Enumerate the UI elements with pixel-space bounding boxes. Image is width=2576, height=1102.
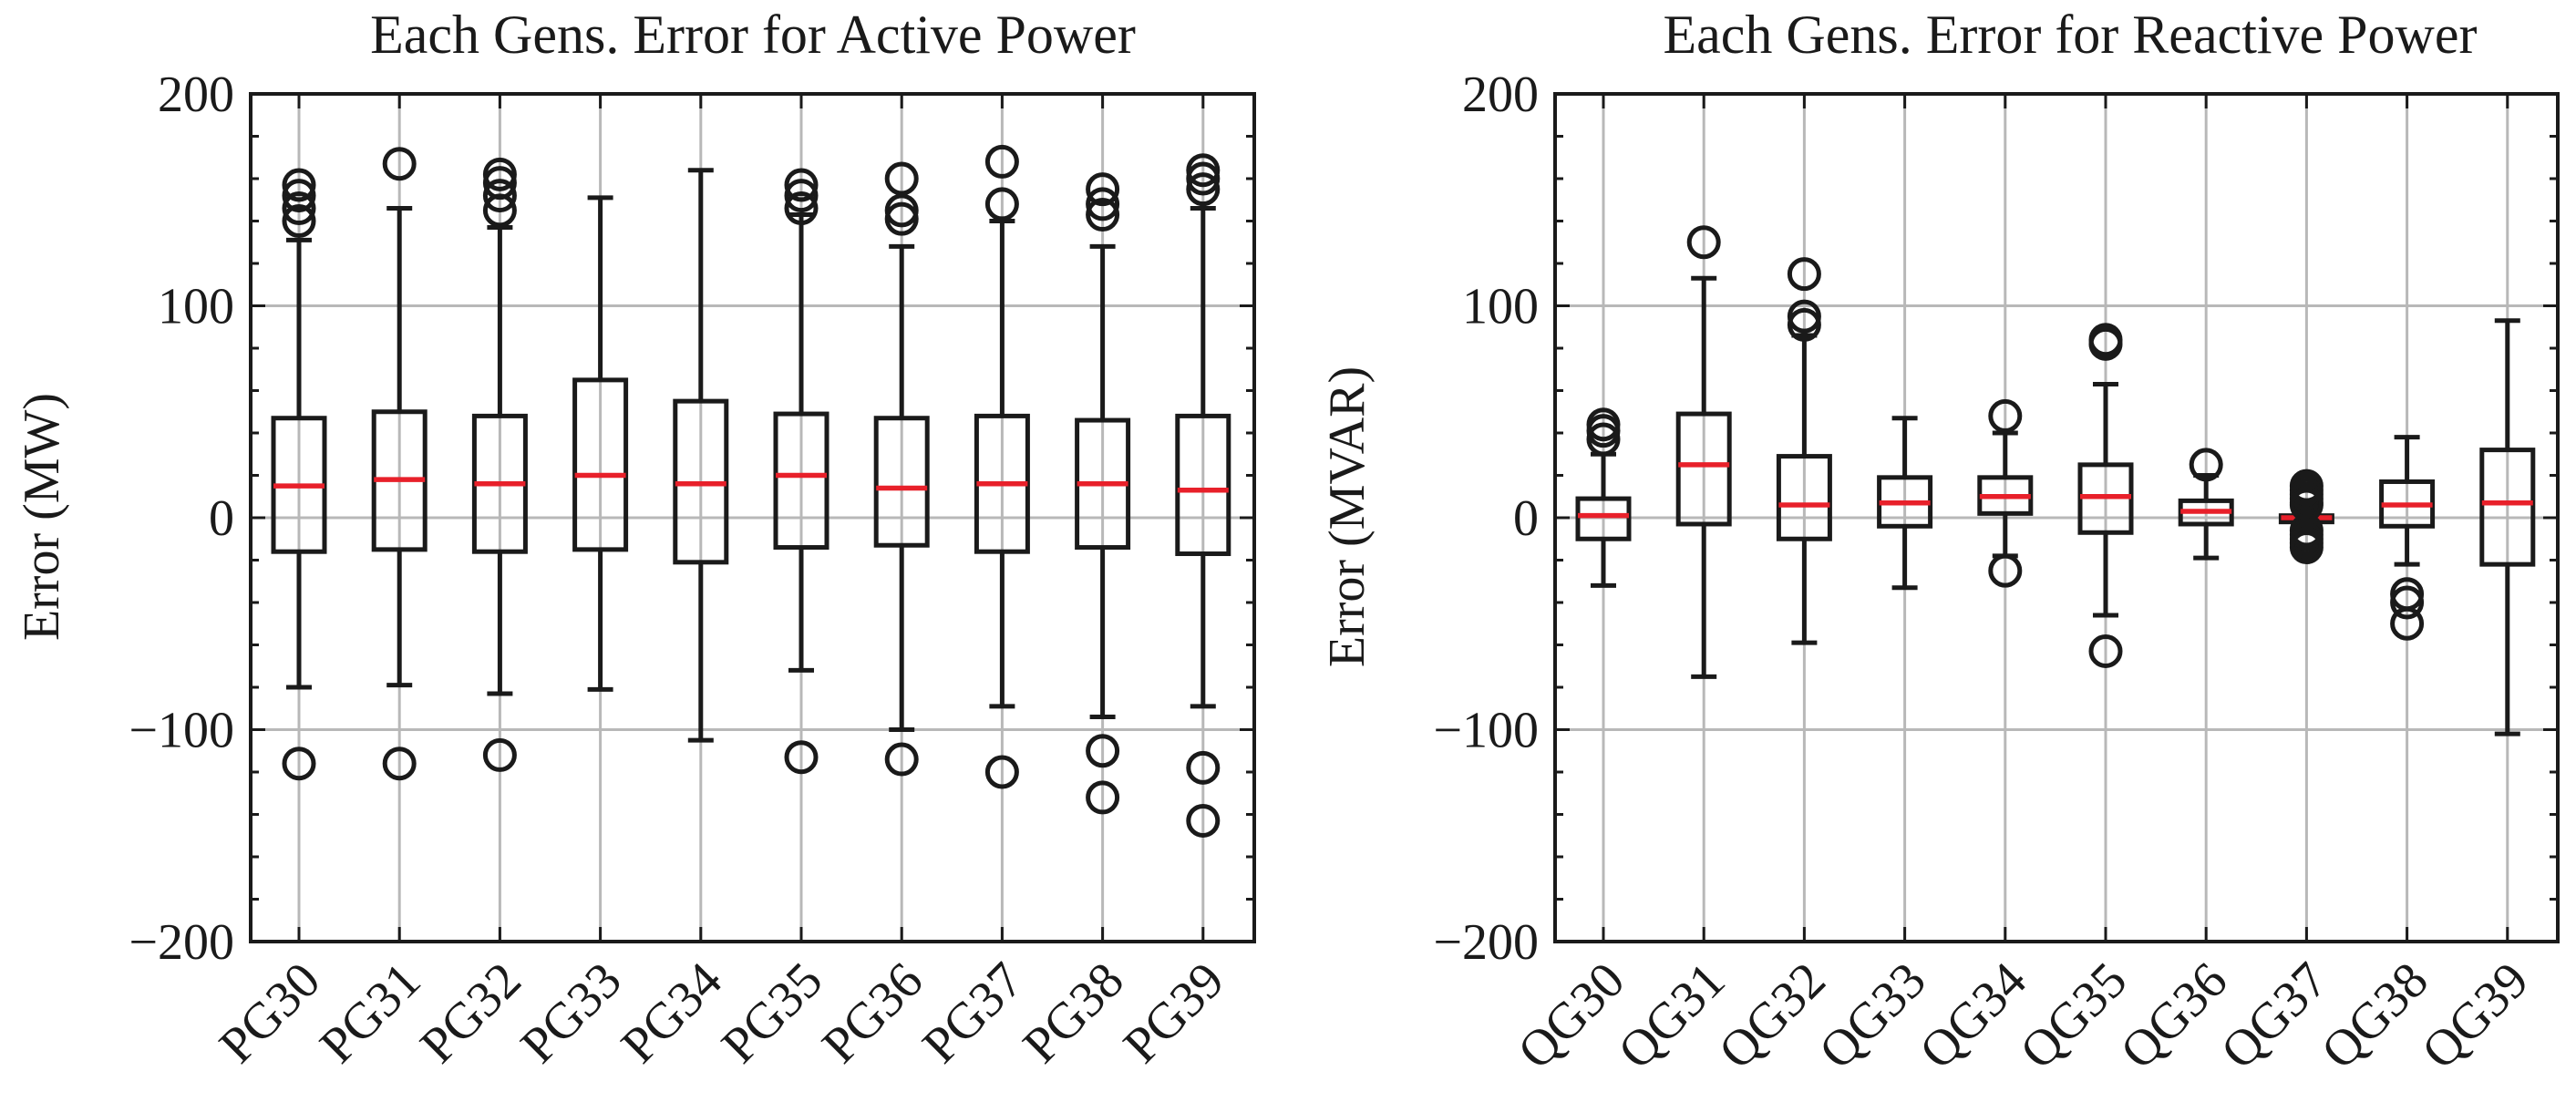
axis-ticks (251, 92, 1254, 943)
y-tick-label: 100 (1462, 279, 1539, 335)
y-tick-label: 0 (1513, 490, 1539, 547)
outlier-point (1086, 780, 1120, 815)
outlier-point (1586, 422, 1621, 457)
outlier-point (1186, 803, 1221, 838)
outlier-point (482, 179, 517, 213)
outlier-point (1186, 161, 1221, 196)
outlier-point (2289, 530, 2324, 565)
x-tick-label: QG39 (2411, 952, 2540, 1080)
outlier-point (2088, 326, 2123, 361)
y-tick-labels: −200 −100 0 100 200 (129, 67, 234, 971)
x-tick-label: QG37 (2210, 952, 2339, 1080)
outlier-point (784, 179, 819, 213)
outlier-point (784, 191, 819, 226)
x-tick-label: PG35 (711, 952, 833, 1074)
grid-lines (1555, 94, 2558, 942)
x-tick-label: QG35 (2010, 952, 2138, 1080)
x-tick-label: QG36 (2110, 952, 2239, 1080)
x-tick-label: QG30 (1508, 952, 1636, 1080)
outlier-point (1186, 172, 1221, 207)
x-tick-label: PG39 (1113, 952, 1235, 1074)
x-tick-label: QG34 (1909, 952, 2037, 1080)
outlier-point (282, 191, 316, 226)
y-tick-label: −100 (129, 703, 234, 759)
outlier-point (1086, 187, 1120, 221)
outlier-point (1186, 153, 1221, 188)
outlier-point (984, 187, 1019, 221)
outlier-point (1086, 172, 1120, 207)
outlier-point (482, 737, 517, 772)
axis-ticks (1555, 92, 2558, 943)
outlier-point (1787, 307, 1821, 342)
outlier-point (1186, 750, 1221, 785)
outlier-point (482, 193, 517, 228)
x-tick-label: QG31 (1608, 952, 1736, 1080)
outlier-point (1988, 398, 2023, 433)
outlier-point (1988, 553, 2023, 588)
outlier-point (1787, 257, 1821, 292)
y-tick-labels: −200 −100 0 100 200 (1433, 67, 1539, 971)
chart-title: Each Gens. Error for Reactive Power (1664, 5, 2478, 65)
x-tick-label: PG38 (1013, 952, 1135, 1074)
outlier-point (884, 193, 919, 228)
x-tick-label: PG32 (410, 952, 532, 1074)
box-iqr (773, 411, 829, 551)
y-tick-label: 0 (209, 490, 234, 547)
active-power-panel: Each Gens. Error for Active Power Error … (14, 5, 1256, 1074)
x-tick-label: PG37 (912, 952, 1035, 1074)
outlier-point (2390, 585, 2425, 620)
outlier-point (1686, 225, 1721, 260)
outlier-point (282, 747, 316, 781)
outlier-point (984, 755, 1019, 789)
y-axis-label: Error (MW) (14, 393, 70, 641)
y-tick-label: 200 (158, 67, 234, 123)
box-iqr (2479, 448, 2536, 567)
x-tick-label: PG36 (811, 952, 933, 1074)
x-tick-label: QG32 (1708, 952, 1837, 1080)
outlier-point (884, 201, 919, 236)
outlier-point (884, 742, 919, 777)
box-iqr (1675, 411, 1732, 527)
x-tick-label: PG34 (611, 952, 733, 1074)
y-axis-label: Error (MVAR) (1319, 366, 1376, 667)
box-iqr (1776, 454, 1832, 541)
boxplots (271, 144, 1231, 838)
outlier-point (282, 204, 316, 238)
outlier-point (784, 168, 819, 202)
x-tick-label: QG33 (1808, 952, 1937, 1080)
outlier-point (1787, 299, 1821, 334)
outlier-point (482, 157, 517, 191)
outlier-point (2189, 448, 2223, 482)
outlier-point (2088, 633, 2123, 668)
y-tick-label: −100 (1433, 703, 1539, 759)
x-tick-label: QG38 (2311, 952, 2439, 1080)
outlier-point (282, 179, 316, 213)
outlier-point (884, 161, 919, 196)
y-tick-label: −200 (1433, 914, 1539, 971)
outlier-point (784, 740, 819, 775)
boxplots (1575, 225, 2536, 736)
outlier-point (282, 168, 316, 202)
x-tick-label: PG31 (309, 952, 431, 1074)
box-iqr (1575, 496, 1632, 541)
box-iqr (873, 416, 930, 548)
outlier-point (1086, 198, 1120, 232)
outlier-point (382, 147, 417, 181)
y-tick-label: −200 (129, 914, 234, 971)
outlier-point (2390, 606, 2425, 641)
outlier-point (382, 747, 417, 781)
box-iqr (1175, 413, 1231, 557)
outlier-point (1586, 414, 1621, 448)
box-iqr (572, 377, 629, 552)
y-tick-label: 100 (158, 279, 234, 335)
y-tick-label: 200 (1462, 67, 1539, 123)
chart-title: Each Gens. Error for Active Power (370, 5, 1136, 65)
reactive-power-panel: Each Gens. Error for Reactive Power Erro… (1319, 5, 2560, 1080)
x-tick-label: PG33 (510, 952, 633, 1074)
outlier-point (984, 144, 1019, 179)
outlier-point (1086, 734, 1120, 768)
